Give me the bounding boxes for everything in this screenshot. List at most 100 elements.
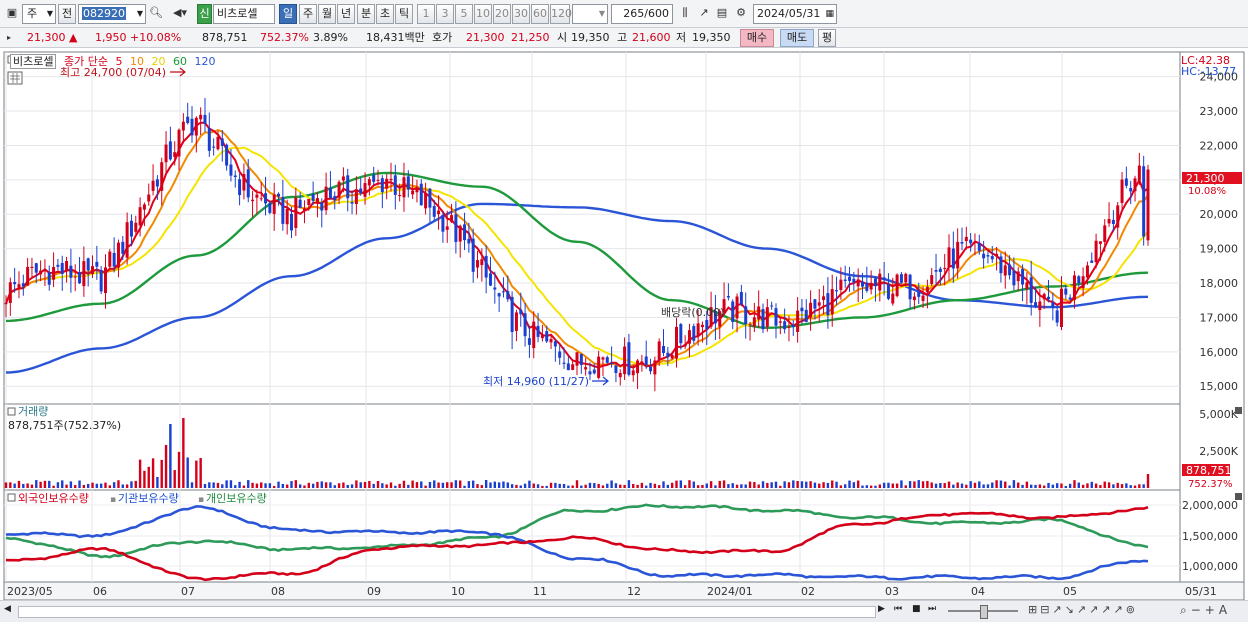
volume-bar (9, 482, 12, 488)
panel-toggle-icon[interactable] (7, 407, 16, 416)
scroll-right-icon[interactable]: ▶ (878, 604, 885, 614)
interval-button[interactable]: 10 (474, 4, 492, 24)
candle-body (783, 321, 787, 330)
candle-body (1124, 178, 1128, 186)
period-week-button[interactable]: 주 (299, 4, 317, 24)
interval-custom-select[interactable]: ▼ (572, 4, 608, 24)
volume-bar (324, 482, 328, 488)
candle-body (817, 302, 821, 306)
gear-icon[interactable]: ⚙ (736, 6, 746, 19)
draw-tool-icon[interactable]: ↗ (699, 6, 709, 19)
candle-body (346, 175, 350, 199)
period-year-button[interactable]: 년 (337, 4, 355, 24)
candle-body (454, 214, 458, 242)
volume-bar (26, 483, 29, 488)
last-page-icon[interactable]: ⏭ (928, 604, 937, 614)
speaker-icon[interactable]: ◀▾ (173, 6, 187, 19)
stop-icon[interactable]: ■ (912, 604, 921, 614)
volume-bar (662, 481, 665, 488)
zoom-tools-icons[interactable]: ⌕−+A (1180, 603, 1232, 617)
volume-bars (4, 418, 1150, 488)
zoom-slider-thumb[interactable] (980, 605, 988, 619)
candle-body (566, 363, 570, 371)
volume-bar (623, 484, 626, 488)
candle-type-icon[interactable]: ⫼ (682, 6, 688, 19)
window-icon[interactable]: ▣ (6, 6, 18, 19)
first-page-icon[interactable]: ⏮ (894, 604, 903, 614)
candle-body (610, 362, 614, 364)
candle-body (549, 339, 553, 343)
legend-stock-name[interactable]: 비츠로셀 (10, 54, 57, 69)
interval-button[interactable]: 1 (417, 4, 435, 24)
candle-body (82, 261, 86, 287)
volume-bar (692, 481, 695, 488)
search-icon[interactable]: 🔍︎ (149, 6, 163, 19)
scroll-left-icon[interactable]: ◀ (4, 604, 11, 614)
candle-body (657, 341, 661, 361)
volume-bar (943, 483, 946, 488)
volume-bar (130, 481, 133, 488)
volume-bar (826, 482, 830, 488)
candle-body (471, 238, 475, 272)
candle-body (1103, 225, 1107, 242)
sell-button[interactable]: 매도 (780, 29, 814, 47)
legend-ma60: 60 (172, 55, 187, 68)
interval-button[interactable]: 120 (550, 4, 572, 24)
panel-toggle-icon[interactable] (7, 493, 16, 502)
interval-button[interactable]: 30 (512, 4, 530, 24)
eval-button[interactable]: 평 (818, 29, 836, 47)
interval-button[interactable]: 20 (493, 4, 511, 24)
price-value: 21,300 (27, 31, 66, 44)
scroll-bar[interactable]: ◀ ▶ ⏮ ■ ⏭ ⊞⊟↗↘↗↗↗↗⊚ ⌕−+A (0, 600, 1248, 622)
drawing-tools-icons[interactable]: ⊞⊟↗↘↗↗↗↗⊚ (1028, 603, 1138, 616)
candle-body (501, 291, 505, 293)
volume-bar (1025, 481, 1029, 488)
volume-bar (999, 480, 1003, 488)
volume-bar (497, 482, 501, 488)
interval-button[interactable]: 5 (455, 4, 473, 24)
volume-bar (991, 482, 994, 488)
period-second-button[interactable]: 초 (376, 4, 394, 24)
calculator-icon[interactable] (7, 71, 23, 85)
volume-bar (528, 480, 531, 488)
market-select[interactable]: 주 ▼ (22, 4, 56, 24)
stock-chart[interactable]: 24,00023,00022,00021,00020,00019,00018,0… (0, 48, 1248, 621)
date-input[interactable]: 2024/05/31 ▦ (753, 4, 837, 24)
volume-bar (653, 483, 657, 488)
candle-body (964, 236, 968, 242)
volume-bar (74, 485, 77, 488)
panel-close-icon[interactable] (1235, 407, 1242, 414)
count-field[interactable]: 265/600 (611, 4, 673, 24)
stock-name-field[interactable]: 비츠로셀 (213, 4, 275, 24)
volume-bar (342, 482, 345, 488)
candle-body (579, 354, 583, 365)
candle-body (519, 309, 523, 315)
volume-bar (476, 484, 479, 488)
candle-body (1094, 240, 1098, 263)
buy-button[interactable]: 매수 (740, 29, 774, 47)
period-month-button[interactable]: 월 (318, 4, 336, 24)
candle-body (424, 192, 428, 209)
volume-bar (316, 481, 319, 488)
interval-button[interactable]: 3 (436, 4, 454, 24)
interval-button[interactable]: 60 (531, 4, 549, 24)
expand-icon[interactable]: ▸ (6, 33, 11, 42)
candle-body (925, 286, 929, 293)
period-minute-button[interactable]: 분 (357, 4, 375, 24)
volume-bar (1008, 485, 1011, 488)
period-tick-button[interactable]: 틱 (395, 4, 413, 24)
volume-bar (597, 483, 600, 488)
candle-body (839, 279, 843, 290)
candle-body (13, 282, 17, 285)
volume-bar (17, 480, 21, 488)
code-input[interactable]: 082920 ▼ (78, 4, 146, 24)
candle-body (523, 313, 527, 337)
save-icon[interactable]: ▤ (716, 6, 728, 19)
panel-close-icon[interactable] (1235, 493, 1242, 500)
scroll-track[interactable] (18, 606, 876, 618)
prev-button[interactable]: 전 (58, 4, 76, 24)
volume-bar (908, 481, 912, 488)
period-day-button[interactable]: 일 (279, 4, 297, 24)
candle-body (731, 301, 735, 322)
candle-body (1142, 166, 1146, 237)
